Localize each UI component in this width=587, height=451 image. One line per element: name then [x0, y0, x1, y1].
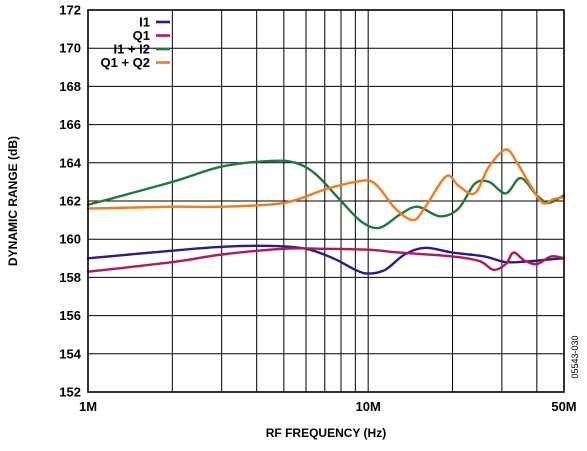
series-line-3: [86, 159, 566, 230]
series-line-2: [86, 247, 566, 273]
series-line-4: [86, 148, 566, 222]
legend-label: I1: [139, 15, 150, 30]
legend-label: Q1: [133, 28, 150, 43]
y-tick-label: 162: [59, 194, 81, 209]
y-tick-label: 154: [59, 346, 81, 361]
y-tick-label: 170: [59, 41, 81, 56]
x-tick-label: 50M: [551, 399, 576, 414]
y-tick-label: 160: [59, 232, 81, 247]
y-tick-label: 152: [59, 385, 81, 400]
legend-label: I1 + I2: [114, 42, 151, 57]
x-tick-label: 1M: [79, 399, 97, 414]
series-lines: [86, 148, 566, 275]
y-tick-label: 168: [59, 79, 81, 94]
y-tick-label: 166: [59, 117, 81, 132]
y-tick-label: 172: [59, 3, 81, 18]
y-tick-label: 158: [59, 270, 81, 285]
x-axis-title: RF FREQUENCY (Hz): [266, 426, 386, 440]
series-line-1: [86, 244, 566, 275]
y-tick-label: 156: [59, 308, 81, 323]
y-tick-label: 164: [59, 155, 81, 170]
grid: [88, 9, 565, 393]
x-tick-labels: 1M 10M 50M: [79, 399, 577, 414]
x-tick-label: 10M: [356, 399, 381, 414]
y-tick-labels: 152 154 156 158 160 162 164 166 168 170 172: [59, 3, 81, 400]
y-axis-title: DYNAMIC RANGE (dB): [6, 136, 20, 266]
legend-label: Q1 + Q2: [101, 55, 151, 70]
plot-frame: [87, 9, 565, 393]
figure-id: 05543-030: [570, 335, 580, 378]
